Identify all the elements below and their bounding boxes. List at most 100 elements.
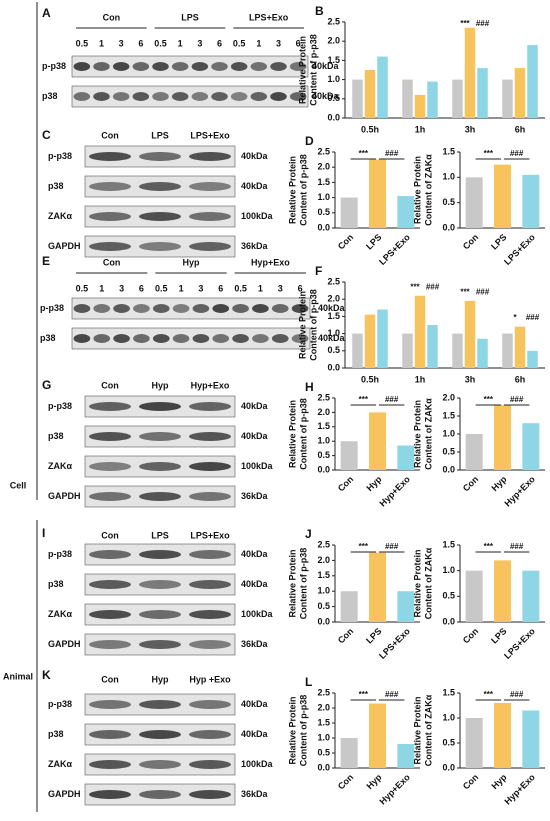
y-axis-label: Content of ZAKα	[423, 694, 433, 766]
y-axis-label: Content of ZAKα	[423, 547, 433, 619]
band	[89, 760, 131, 769]
significance: ***	[484, 542, 494, 551]
y-axis-label: Content of p-p38	[298, 154, 308, 226]
y-tick-label: 0.0	[317, 762, 330, 772]
band	[211, 92, 228, 101]
band	[139, 212, 181, 221]
row-size: 40kDa	[312, 91, 340, 101]
x-tick-label: 6h	[515, 374, 526, 384]
band	[189, 152, 231, 161]
bar	[414, 94, 426, 118]
lane-label: 3	[119, 38, 124, 48]
band	[289, 62, 307, 71]
lane-label: 3	[197, 38, 202, 48]
band	[189, 700, 231, 709]
band	[89, 182, 131, 191]
y-tick-label: 0.0	[317, 222, 330, 232]
lane-label: 0.5	[76, 38, 89, 48]
panel-label: H	[305, 380, 314, 394]
lane-label: 0.5	[234, 283, 247, 293]
significance: ###	[510, 395, 524, 404]
bar	[369, 159, 386, 228]
y-tick-label: 1.5	[317, 717, 330, 727]
y-tick-label: 0.5	[327, 93, 340, 103]
y-axis-label: Relative Protein	[412, 156, 422, 224]
band	[252, 334, 269, 343]
bar	[465, 570, 483, 622]
band	[289, 92, 307, 101]
y-tick-label: 1.0	[327, 328, 340, 338]
x-tick-label: Hyp+Exo	[377, 474, 412, 509]
y-tick-label: 0.0	[442, 762, 455, 772]
y-tick-label: 1.5	[442, 146, 455, 156]
row-label: p38	[48, 431, 64, 441]
group-label: Con	[101, 674, 119, 684]
band	[189, 492, 231, 501]
y-axis-label: Content of p-p38	[308, 289, 318, 361]
band	[152, 334, 170, 343]
group-label: LPS+Exo	[190, 530, 230, 540]
significance: ###	[426, 282, 440, 291]
significance: ***	[410, 282, 420, 291]
y-tick-label: 0.5	[442, 197, 455, 207]
band	[152, 304, 170, 313]
band	[271, 304, 289, 313]
significance: ***	[359, 149, 369, 158]
row-label: p38	[48, 181, 64, 191]
group-label: Hyp	[182, 257, 200, 267]
row-label: p-p38	[48, 151, 72, 161]
panel-label: B	[315, 4, 324, 18]
y-tick-label: 1.5	[317, 177, 330, 187]
side-label: Animal	[3, 671, 33, 681]
x-tick-label: Con	[336, 474, 355, 493]
significance: ###	[385, 149, 399, 158]
y-axis-label: Content of ZAKα	[423, 398, 433, 470]
y-tick-label: 0.5	[442, 737, 455, 747]
x-tick-label: 3h	[465, 124, 476, 134]
significance: ***	[484, 149, 494, 158]
y-tick-label: 0.0	[442, 464, 455, 474]
bar	[364, 70, 376, 118]
x-tick-label: LPS	[364, 626, 383, 645]
lane-label: 6	[218, 283, 223, 293]
lane-label: 1	[99, 283, 104, 293]
row-size: 40kDa	[241, 549, 269, 559]
band	[93, 92, 110, 101]
band	[189, 212, 231, 221]
row-size: 40kDa	[318, 333, 346, 343]
lane-label: 1	[179, 283, 184, 293]
band	[139, 152, 181, 161]
band	[89, 242, 131, 251]
significance: ***	[359, 690, 369, 699]
bar	[464, 300, 476, 368]
lane-label: 1	[256, 38, 261, 48]
bar	[465, 434, 483, 470]
significance: ###	[526, 313, 540, 322]
lane-label: 6	[139, 283, 144, 293]
band	[139, 580, 181, 589]
x-tick-label: LPS+Exo	[502, 232, 537, 267]
band	[139, 640, 181, 649]
group-label: Con	[103, 12, 121, 22]
bar	[452, 79, 463, 118]
band	[89, 610, 131, 619]
row-size: 40kDa	[241, 151, 269, 161]
x-tick-label: 0.5h	[361, 374, 379, 384]
y-tick-label: 2.0	[317, 702, 330, 712]
row-size: 40kDa	[241, 729, 269, 739]
band	[73, 92, 91, 101]
y-tick-label: 2.5	[327, 276, 340, 286]
panel-label: D	[305, 134, 314, 148]
y-axis-label: Relative Protein	[412, 696, 422, 764]
blot-strip	[71, 327, 311, 350]
y-tick-label: 2.5	[327, 16, 340, 26]
row-label: p-p38	[48, 401, 72, 411]
group-label: Hyp+Exo	[191, 380, 230, 390]
band	[89, 580, 131, 589]
band	[252, 304, 269, 313]
bar	[352, 79, 363, 118]
band	[132, 92, 150, 101]
x-tick-label: 1h	[415, 124, 426, 134]
row-size: 100kDa	[241, 609, 274, 619]
